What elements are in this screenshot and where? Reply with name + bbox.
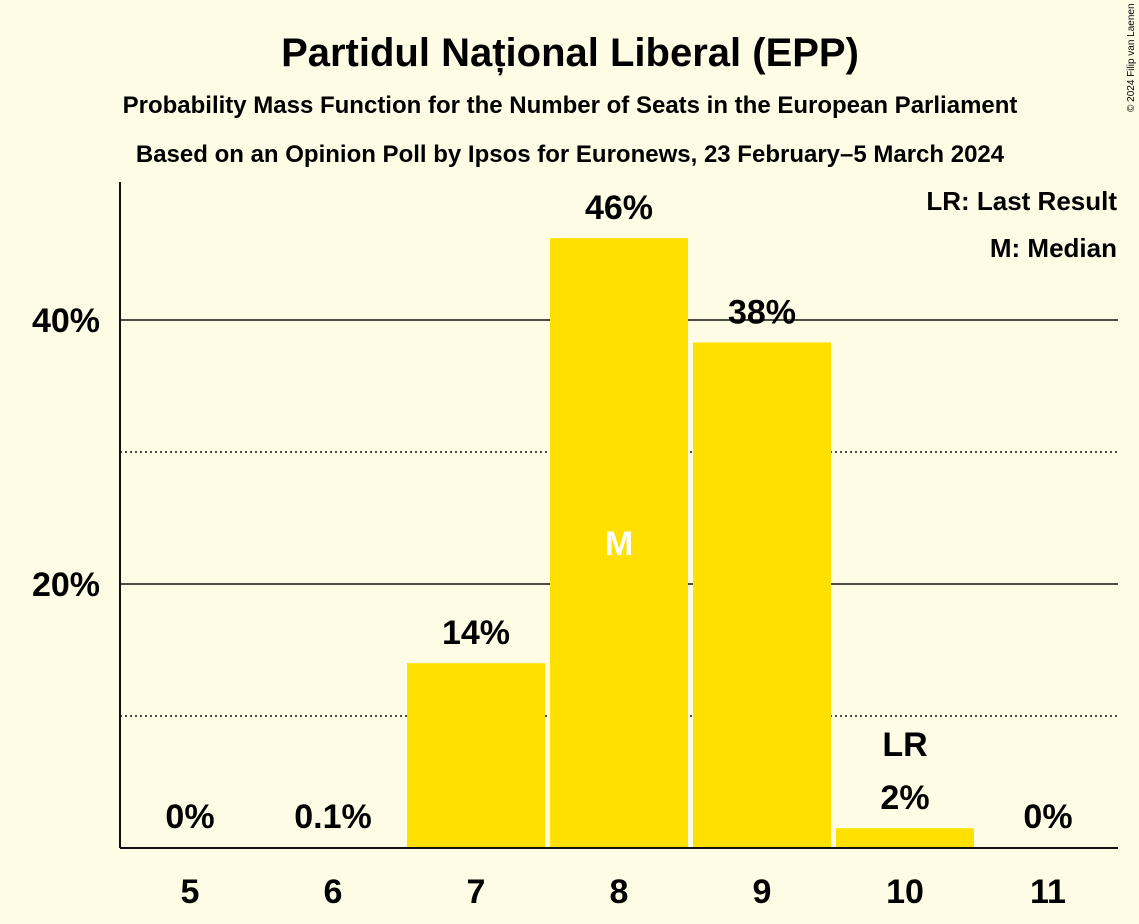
x-tick-label: 7 — [467, 873, 486, 911]
value-label: 38% — [728, 293, 796, 331]
x-tick-label: 10 — [886, 873, 924, 911]
legend-median: M: Median — [990, 233, 1117, 263]
legend-last-result: LR: Last Result — [926, 186, 1117, 216]
chart-title: Partidul Național Liberal (EPP) — [281, 31, 859, 75]
bar — [693, 342, 831, 848]
y-tick-label: 20% — [32, 566, 100, 604]
bar — [407, 663, 545, 848]
x-tick-label: 11 — [1030, 873, 1066, 911]
bar — [836, 828, 974, 848]
value-label: 46% — [585, 189, 653, 227]
x-tick-label: 9 — [753, 873, 772, 911]
value-label: 0% — [1023, 798, 1072, 836]
chart-subtitle: Probability Mass Function for the Number… — [123, 92, 1018, 119]
value-label: 0.1% — [294, 798, 372, 836]
value-label: 2% — [880, 779, 929, 817]
last-result-marker: LR — [882, 726, 927, 764]
chart-subtitle-2: Based on an Opinion Poll by Ipsos for Eu… — [136, 141, 1005, 168]
bar — [550, 238, 688, 848]
y-tick-label: 40% — [32, 302, 100, 340]
x-tick-label: 5 — [181, 873, 200, 911]
copyright: © 2024 Filip van Laenen — [1126, 3, 1137, 112]
value-label: 0% — [165, 798, 214, 836]
bars — [407, 238, 974, 848]
labels: 20% 40% 5 0% 6 0.1% 7 14% 8 46% M 9 38% 10 2% LR 11 0% — [32, 189, 1073, 911]
axes — [119, 182, 1118, 849]
x-tick-label: 6 — [324, 873, 343, 911]
median-marker: M — [605, 525, 633, 563]
x-tick-label: 8 — [610, 873, 629, 911]
value-label: 14% — [442, 614, 510, 652]
